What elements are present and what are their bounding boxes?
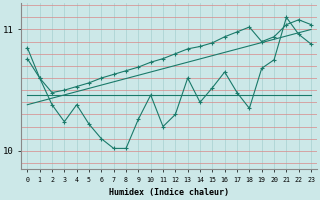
X-axis label: Humidex (Indice chaleur): Humidex (Indice chaleur) <box>109 188 229 197</box>
